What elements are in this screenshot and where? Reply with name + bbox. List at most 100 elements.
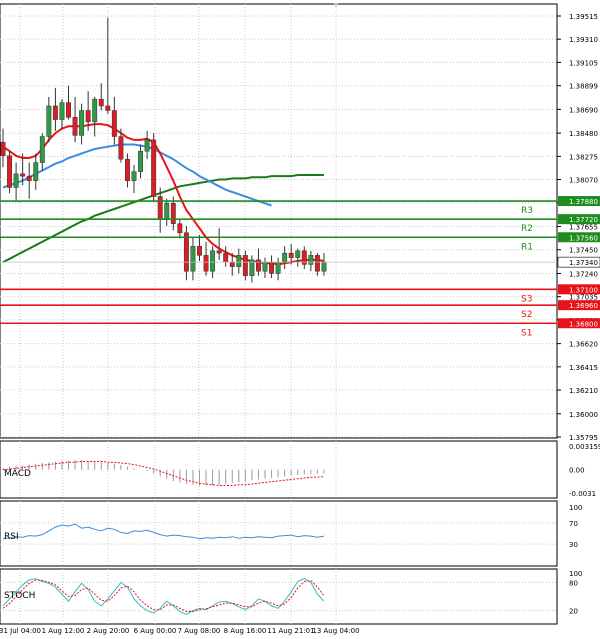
y-tick-label: 1.37655 [569,224,598,232]
candle-body [92,98,98,123]
candle-body [190,246,196,272]
candle-body [216,250,222,254]
level-price-label: 1.37100 [569,286,598,294]
y-tick-label: 1.36210 [569,387,598,395]
y-tick-label: 1.37035 [569,294,598,302]
current-price-label: 1.37340 [569,259,598,267]
rsi-tick-label: 100 [569,504,582,512]
candle-body [13,173,19,188]
candle-body [131,171,137,181]
macd-pane-frame [0,440,558,499]
y-tick-label: 1.38899 [569,83,598,91]
x-tick-label: 7 Aug 08:00 [178,627,221,635]
y-tick-label: 1.38275 [569,153,598,161]
macd-tick-label: 0.00 [569,467,585,475]
stoch-tick-label: 100 [569,570,582,578]
candle-body [85,110,91,123]
candle-body [197,246,202,256]
stoch-tick-label: 20 [569,608,578,616]
level-price-tag [558,300,600,311]
x-tick-label: 31 Jul 04:00 [0,627,41,635]
level-name-s3: S3 [521,294,532,304]
level-price-tag [558,232,600,243]
candle-body [26,175,32,181]
level-price-tag [558,196,600,207]
candle-body [236,255,242,267]
stoch-k-line [2,578,325,615]
candle-body [183,232,189,272]
level-price-label: 1.36960 [569,302,598,310]
x-tick-label: 8 Aug 16:00 [224,627,267,635]
stoch-d-line [2,579,325,612]
y-tick-label: 1.39105 [569,59,598,67]
candle-body [288,252,294,258]
candle-body [314,255,320,272]
candle-body [111,110,117,137]
x-tick-label: 11 Aug 21:01 [267,627,314,635]
candle-body [256,259,261,272]
candle-body [223,252,229,263]
rsi-pane-frame [0,500,558,567]
candle-body [20,173,26,177]
x-tick-label: 1 Aug 12:00 [42,627,85,635]
level-price-label: 1.37560 [569,234,598,242]
level-price-label: 1.36800 [569,320,598,328]
y-tick-label: 1.36620 [569,341,598,349]
rsi-line [2,523,324,540]
level-name-r3: R3 [521,206,533,216]
candle-body [151,139,157,197]
candle-body [242,255,248,276]
stoch-tick-label: 80 [569,579,578,587]
candle-body [177,223,183,233]
candle-body [301,250,307,265]
candle-body [0,141,6,157]
candle-body [269,261,275,274]
candle-body [282,252,288,263]
stoch-label: STOCH [4,591,35,601]
candle-body [46,105,52,137]
y-tick-label: 1.39310 [569,36,598,44]
candle-body [295,250,301,258]
x-tick-label: 2 Aug 20:00 [87,627,130,635]
candle-body [275,261,281,274]
candle-body [170,203,176,224]
level-price-tag [558,214,600,225]
candle-body [98,98,104,107]
y-tick-label: 1.39515 [569,13,598,21]
stoch-pane-frame [0,568,558,625]
level-price-tag [558,318,600,329]
level-name-s2: S2 [521,310,532,320]
level-price-label: 1.37720 [569,216,598,224]
candle-body [59,102,65,120]
y-tick-label: 1.38480 [569,130,598,138]
y-tick-label: 1.36415 [569,364,598,372]
candle-body [72,117,78,136]
candle-body [164,203,170,220]
candle-body [210,250,216,272]
candle-body [7,155,12,188]
level-name-r2: R2 [521,224,533,234]
candle-body [157,196,163,220]
macd-tick-label: 0.003159 [569,443,600,451]
rsi-tick-label: 70 [569,520,578,528]
candle-body [138,150,144,172]
candle-body [66,102,71,118]
candle-body [262,261,268,272]
level-price-label: 1.37880 [569,198,598,206]
y-tick-label: 1.37240 [569,270,598,278]
x-tick-label: 6 Aug 00:00 [134,627,177,635]
candle-body [39,136,45,163]
y-tick-label: 1.37450 [569,247,598,255]
macd-signal-line [2,461,324,486]
candle-body [203,255,209,272]
mid-moving-average-line [2,143,272,207]
candle-body [125,158,130,181]
candle-body [79,110,85,136]
macd-label: MACD [4,469,31,479]
level-price-tag [558,284,600,295]
candle-body [52,105,58,120]
candle-body [144,139,150,152]
x-tick-label: 13 Aug 04:00 [312,627,359,635]
rsi-label: RSI [4,532,19,542]
